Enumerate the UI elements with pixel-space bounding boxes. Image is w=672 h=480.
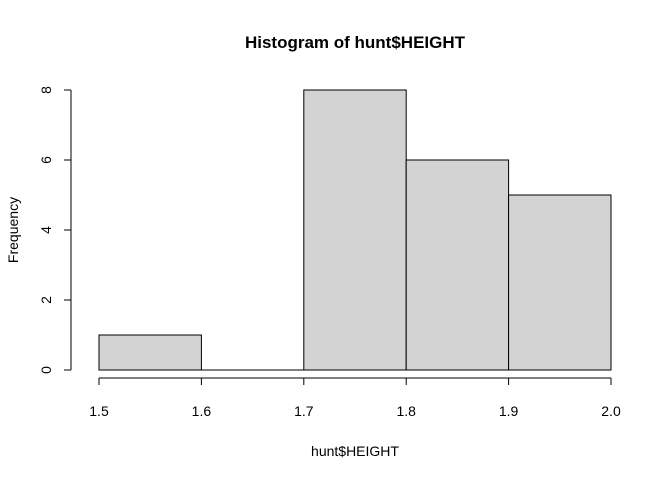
x-tick-label-1: 1.6 (192, 403, 212, 419)
bars-group (98, 89, 612, 371)
histogram-bar-2 (303, 89, 407, 371)
y-tick-label-2: 4 (38, 226, 54, 234)
y-tick-label-4: 8 (38, 86, 54, 94)
x-tick-label-4: 1.9 (499, 403, 519, 419)
histogram-bar-3 (405, 159, 510, 371)
x-tick-label-5: 2.0 (601, 403, 621, 419)
x-tick-label-2: 1.7 (294, 403, 314, 419)
chart-title: Histogram of hunt$HEIGHT (245, 33, 466, 52)
y-tick-label-1: 2 (38, 296, 54, 304)
x-axis-label: hunt$HEIGHT (311, 443, 399, 459)
x-tick-label-3: 1.8 (396, 403, 416, 419)
x-tick-label-0: 1.5 (89, 403, 109, 419)
x-axis: 1.5 1.6 1.7 1.8 1.9 2.0 (89, 377, 621, 419)
histogram-bar-4 (508, 194, 612, 371)
y-tick-label-0: 0 (38, 366, 54, 374)
y-axis-label: Frequency (5, 197, 21, 263)
y-axis: 0 2 4 6 8 (38, 86, 72, 374)
histogram-bar-0 (98, 334, 202, 371)
y-tick-label-3: 6 (38, 156, 54, 164)
